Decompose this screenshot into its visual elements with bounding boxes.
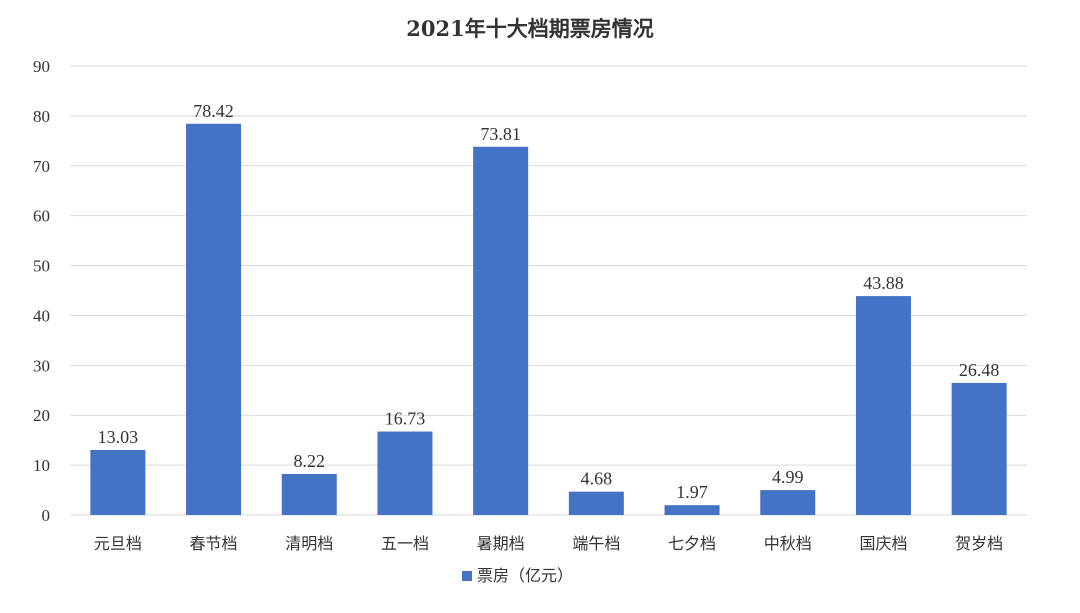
y-tick-label: 10 (33, 456, 50, 475)
data-label: 78.42 (193, 101, 234, 121)
data-label: 16.73 (385, 409, 426, 429)
legend: 票房（亿元） (462, 566, 573, 585)
bar (568, 491, 624, 515)
x-tick-label: 清明档 (285, 534, 333, 553)
y-tick-label: 0 (42, 506, 51, 525)
y-tick-label: 80 (33, 107, 50, 126)
bar (760, 490, 816, 515)
x-tick-label: 春节档 (190, 534, 238, 553)
y-tick-label: 20 (33, 406, 50, 425)
y-tick-label: 40 (33, 306, 50, 325)
bar (473, 146, 529, 515)
bar (664, 505, 720, 515)
bar (377, 431, 433, 515)
data-label: 4.99 (772, 467, 804, 487)
x-tick-label: 端午档 (572, 534, 620, 553)
bar (855, 296, 911, 515)
data-label: 73.81 (480, 124, 521, 144)
x-tick-label: 七夕档 (668, 534, 716, 553)
data-label: 8.22 (294, 451, 326, 471)
y-tick-label: 50 (33, 257, 50, 276)
data-label: 4.68 (581, 469, 613, 489)
x-tick-label: 元旦档 (94, 534, 142, 553)
x-tick-label: 国庆档 (859, 534, 907, 553)
legend-swatch (462, 571, 472, 581)
x-tick-label: 贺岁档 (955, 534, 1003, 553)
bar (90, 449, 146, 515)
y-tick-label: 70 (33, 157, 50, 176)
data-label: 13.03 (98, 427, 139, 447)
data-label: 43.88 (863, 273, 904, 293)
x-tick-label: 暑期档 (477, 534, 525, 553)
x-tick-label: 五一档 (381, 534, 429, 553)
data-label: 26.48 (959, 360, 1000, 380)
bar (186, 123, 242, 515)
y-axis: 0 10 20 30 40 50 60 70 80 90 (33, 57, 50, 525)
x-axis: 元旦档 春节档 清明档 五一档 暑期档 端午档 七夕档 中秋档 国庆档 贺岁档 (94, 534, 1003, 553)
y-tick-label: 60 (33, 207, 50, 226)
x-tick-label: 中秋档 (764, 534, 812, 553)
data-label: 1.97 (676, 482, 708, 502)
y-tick-label: 30 (33, 356, 50, 375)
chart-title: 2021年十大档期票房情况 (406, 16, 653, 41)
bar (281, 473, 337, 515)
legend-label: 票房（亿元） (477, 566, 573, 585)
bar (951, 382, 1007, 515)
bars: 13.03 78.42 8.22 16.73 73.81 4.68 1.97 4.99 43.8… (90, 101, 1007, 515)
y-tick-label: 90 (33, 57, 50, 76)
